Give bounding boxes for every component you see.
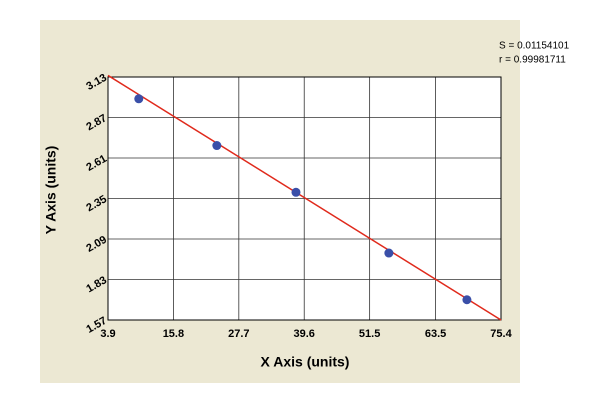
data-point: [291, 187, 301, 197]
x-axis-label: X Axis (units): [261, 354, 350, 370]
data-point: [212, 141, 222, 151]
data-point: [384, 248, 394, 258]
x-tick-label: 3.9: [100, 328, 115, 340]
data-point: [462, 295, 472, 305]
plot-border: [107, 76, 502, 321]
annotation: S = 0.01154101: [499, 41, 570, 52]
x-tick-label: 15.8: [163, 328, 184, 340]
data-point: [134, 94, 144, 104]
x-tick-label: 63.5: [425, 328, 446, 340]
x-tick-label: 51.5: [359, 328, 380, 340]
y-axis-label: Y Axis (units): [43, 146, 59, 235]
annotation: r = 0.99981711: [499, 55, 566, 66]
x-tick-label: 39.6: [294, 328, 315, 340]
fit-line: [107, 74, 502, 321]
x-tick-label: 75.4: [490, 328, 512, 340]
x-tick-label: 27.7: [228, 328, 249, 340]
